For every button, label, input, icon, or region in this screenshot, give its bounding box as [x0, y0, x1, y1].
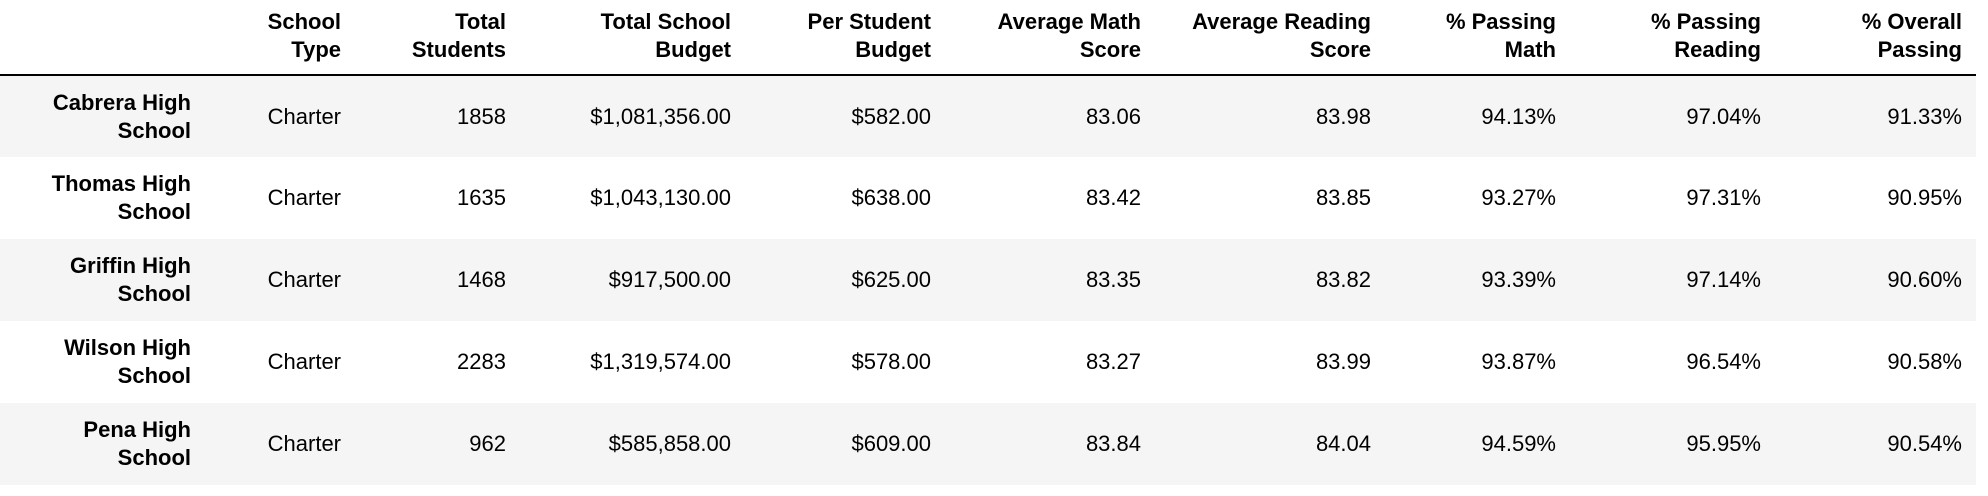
row-label: Wilson High School	[64, 335, 191, 388]
cell-average-math-score: 83.42	[1085, 185, 1141, 210]
dataframe-container: School Type Total Students Total School …	[0, 0, 1976, 485]
cell-overall-passing: 90.95%	[1887, 185, 1962, 210]
cell-average-reading-score: 84.04	[1315, 431, 1371, 456]
cell-total-school-budget: $585,858.00	[608, 431, 731, 456]
cell-total-students: 962	[469, 431, 506, 456]
cell-total-students: 1635	[457, 185, 506, 210]
cell-per-student-budget: $625.00	[851, 267, 931, 292]
cell-overall-passing: 90.54%	[1887, 431, 1962, 456]
cell-school-type: Charter	[267, 103, 341, 129]
cell-school-type: Charter	[267, 349, 341, 374]
table-row: Griffin High School Charter 1468 $917,50…	[0, 239, 1976, 321]
table-row: Pena High School Charter 962 $585,858.00…	[0, 403, 1976, 485]
header-total-school-budget: Total School Budget	[520, 0, 745, 76]
table-row: Cabrera High School Charter 1858 $1,081,…	[0, 75, 1976, 157]
cell-passing-math: 94.59%	[1481, 431, 1556, 456]
cell-passing-math: 94.13%	[1481, 103, 1556, 129]
header-overall-passing: % Overall Passing	[1775, 0, 1976, 76]
cell-total-school-budget: $1,319,574.00	[590, 349, 731, 374]
cell-passing-reading: 97.04%	[1686, 103, 1761, 129]
cell-passing-reading: 97.31%	[1686, 185, 1761, 210]
school-summary-table: School Type Total Students Total School …	[0, 0, 1976, 485]
cell-school-type: Charter	[267, 431, 341, 456]
header-passing-reading: % Passing Reading	[1570, 0, 1775, 76]
cell-overall-passing: 90.60%	[1887, 267, 1962, 292]
cell-passing-reading: 95.95%	[1686, 431, 1761, 456]
table-body: Cabrera High School Charter 1858 $1,081,…	[0, 75, 1976, 485]
cell-school-type: Charter	[267, 185, 341, 210]
header-row: School Type Total Students Total School …	[0, 0, 1976, 76]
cell-average-math-score: 83.84	[1085, 431, 1141, 456]
header-total-students: Total Students	[355, 0, 520, 76]
cell-average-math-score: 83.35	[1085, 267, 1141, 292]
cell-average-math-score: 83.27	[1085, 349, 1141, 374]
cell-per-student-budget: $609.00	[851, 431, 931, 456]
cell-average-reading-score: 83.85	[1315, 185, 1371, 210]
cell-per-student-budget: $638.00	[851, 185, 931, 210]
cell-passing-reading: 96.54%	[1686, 349, 1761, 374]
cell-total-students: 1468	[457, 267, 506, 292]
header-average-math-score: Average Math Score	[945, 0, 1155, 76]
header-school-type: School Type	[205, 0, 355, 76]
table-row: Thomas High School Charter 1635 $1,043,1…	[0, 157, 1976, 239]
table-row: Wilson High School Charter 2283 $1,319,5…	[0, 321, 1976, 403]
cell-average-reading-score: 83.99	[1315, 349, 1371, 374]
row-label: Griffin High School	[70, 253, 191, 306]
cell-average-reading-score: 83.82	[1315, 267, 1371, 292]
cell-total-school-budget: $917,500.00	[608, 267, 731, 292]
cell-total-school-budget: $1,081,356.00	[590, 103, 731, 129]
table-header: School Type Total Students Total School …	[0, 0, 1976, 76]
cell-overall-passing: 90.58%	[1887, 349, 1962, 374]
cell-total-students: 1858	[457, 103, 506, 129]
cell-passing-math: 93.39%	[1481, 267, 1556, 292]
cell-passing-math: 93.87%	[1481, 349, 1556, 374]
cell-total-school-budget: $1,043,130.00	[590, 185, 731, 210]
cell-passing-math: 93.27%	[1481, 185, 1556, 210]
header-average-reading-score: Average Reading Score	[1155, 0, 1385, 76]
cell-average-reading-score: 83.98	[1315, 103, 1371, 129]
cell-total-students: 2283	[457, 349, 506, 374]
cell-per-student-budget: $582.00	[851, 103, 931, 129]
row-label: Cabrera High School	[52, 89, 191, 143]
cell-passing-reading: 97.14%	[1686, 267, 1761, 292]
row-label: Thomas High School	[51, 171, 191, 224]
header-passing-math: % Passing Math	[1385, 0, 1570, 76]
cell-overall-passing: 91.33%	[1887, 103, 1962, 129]
cell-per-student-budget: $578.00	[851, 349, 931, 374]
cell-school-type: Charter	[267, 267, 341, 292]
cell-average-math-score: 83.06	[1085, 103, 1141, 129]
row-label: Pena High School	[83, 417, 191, 470]
header-per-student-budget: Per Student Budget	[745, 0, 945, 76]
index-header	[0, 0, 205, 76]
